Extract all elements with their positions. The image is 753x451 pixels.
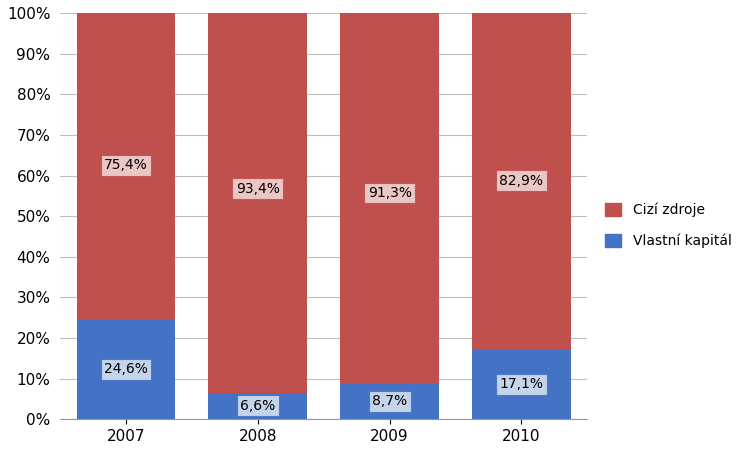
Bar (340, 13, 439, 384)
Text: 75,4%: 75,4% (104, 158, 148, 172)
Legend: Cizí zdroje, Vlastní kapitál: Cizí zdroje, Vlastní kapitál (605, 203, 731, 249)
Text: 93,4%: 93,4% (236, 182, 280, 196)
Text: 8,7%: 8,7% (372, 395, 407, 409)
Bar (340, 384, 439, 419)
Bar (209, 13, 307, 392)
Bar (209, 392, 307, 419)
Text: 17,1%: 17,1% (499, 377, 544, 391)
Text: 6,6%: 6,6% (240, 399, 276, 413)
Bar (77, 319, 175, 419)
Bar (472, 350, 571, 419)
Text: 24,6%: 24,6% (104, 362, 148, 376)
Bar (77, 13, 175, 319)
Text: 91,3%: 91,3% (367, 186, 412, 200)
Bar (472, 13, 571, 350)
Text: 82,9%: 82,9% (499, 174, 544, 188)
